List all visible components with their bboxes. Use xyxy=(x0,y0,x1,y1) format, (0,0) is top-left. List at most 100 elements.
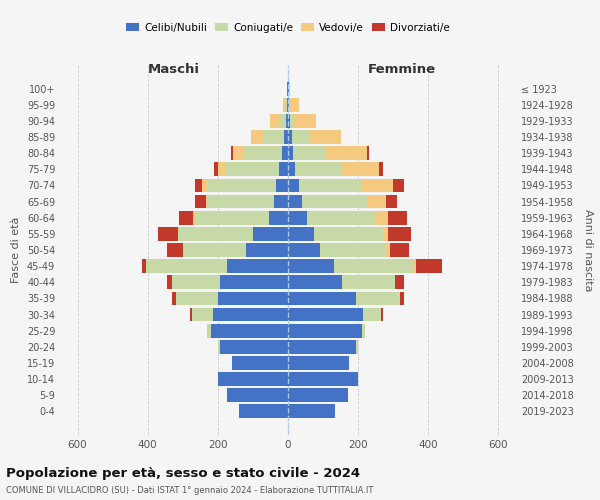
Bar xyxy=(288,227,314,240)
Bar xyxy=(288,404,335,418)
Bar xyxy=(288,324,362,338)
Bar xyxy=(367,146,368,160)
Bar xyxy=(307,211,376,224)
Bar xyxy=(288,292,356,306)
Bar xyxy=(295,162,343,176)
Bar xyxy=(288,276,343,289)
Bar xyxy=(383,227,388,240)
Bar xyxy=(218,162,225,176)
Bar xyxy=(376,211,388,224)
Bar xyxy=(212,308,288,322)
Bar xyxy=(218,292,288,306)
Bar xyxy=(172,276,220,289)
Bar xyxy=(292,130,309,144)
Bar xyxy=(271,114,279,128)
Bar xyxy=(208,178,276,192)
Bar xyxy=(284,130,288,144)
Bar xyxy=(202,178,208,192)
Bar xyxy=(343,276,395,289)
Bar xyxy=(388,227,411,240)
Bar xyxy=(288,194,302,208)
Bar xyxy=(208,324,211,338)
Bar xyxy=(343,162,379,176)
Bar xyxy=(325,146,367,160)
Bar xyxy=(220,276,288,289)
Bar xyxy=(289,98,290,112)
Bar xyxy=(195,194,206,208)
Bar xyxy=(288,146,293,160)
Bar xyxy=(274,194,288,208)
Bar xyxy=(356,340,358,353)
Bar xyxy=(251,130,263,144)
Bar xyxy=(253,227,288,240)
Bar xyxy=(334,260,414,273)
Bar xyxy=(386,243,390,257)
Bar xyxy=(288,260,334,273)
Bar xyxy=(288,98,289,112)
Bar xyxy=(239,404,288,418)
Text: Femmine: Femmine xyxy=(368,63,436,76)
Bar xyxy=(232,356,288,370)
Bar xyxy=(290,98,299,112)
Bar xyxy=(414,260,416,273)
Bar xyxy=(288,388,347,402)
Text: COMUNE DI VILLACIDRO (SU) - Dati ISTAT 1° gennaio 2024 - Elaborazione TUTTITALIA: COMUNE DI VILLACIDRO (SU) - Dati ISTAT 1… xyxy=(6,486,373,495)
Bar xyxy=(288,82,289,96)
Bar xyxy=(390,243,409,257)
Bar xyxy=(289,82,290,96)
Bar xyxy=(218,340,220,353)
Bar xyxy=(388,211,407,224)
Bar xyxy=(227,388,288,402)
Bar xyxy=(379,162,383,176)
Bar xyxy=(178,227,253,240)
Bar xyxy=(269,211,288,224)
Bar xyxy=(288,178,299,192)
Bar xyxy=(283,98,286,112)
Bar xyxy=(314,227,383,240)
Bar xyxy=(288,356,349,370)
Bar xyxy=(167,243,183,257)
Bar xyxy=(288,340,356,353)
Bar xyxy=(400,292,404,306)
Bar xyxy=(243,146,281,160)
Y-axis label: Anni di nascita: Anni di nascita xyxy=(583,209,593,291)
Bar xyxy=(220,340,288,353)
Bar xyxy=(195,211,269,224)
Bar xyxy=(214,162,218,176)
Bar xyxy=(286,98,287,112)
Bar xyxy=(190,308,191,322)
Y-axis label: Fasce di età: Fasce di età xyxy=(11,217,21,283)
Bar xyxy=(288,114,290,128)
Bar xyxy=(191,308,212,322)
Bar xyxy=(211,324,288,338)
Bar xyxy=(233,146,243,160)
Bar xyxy=(179,211,193,224)
Bar xyxy=(364,308,381,322)
Bar xyxy=(206,194,208,208)
Bar xyxy=(225,162,279,176)
Bar xyxy=(320,243,386,257)
Bar xyxy=(227,260,288,273)
Bar xyxy=(231,146,233,160)
Bar xyxy=(309,130,341,144)
Bar xyxy=(276,178,288,192)
Bar xyxy=(158,227,178,240)
Bar xyxy=(218,372,288,386)
Bar xyxy=(193,211,195,224)
Bar xyxy=(302,194,367,208)
Bar xyxy=(367,194,386,208)
Bar xyxy=(393,178,404,192)
Bar xyxy=(167,276,172,289)
Bar xyxy=(395,276,404,289)
Bar xyxy=(208,194,274,208)
Bar xyxy=(246,243,288,257)
Bar xyxy=(279,114,286,128)
Bar xyxy=(416,260,442,273)
Bar xyxy=(288,211,307,224)
Bar xyxy=(286,114,288,128)
Bar xyxy=(288,162,295,176)
Bar xyxy=(279,162,288,176)
Bar xyxy=(299,178,362,192)
Bar xyxy=(293,114,316,128)
Bar xyxy=(183,243,246,257)
